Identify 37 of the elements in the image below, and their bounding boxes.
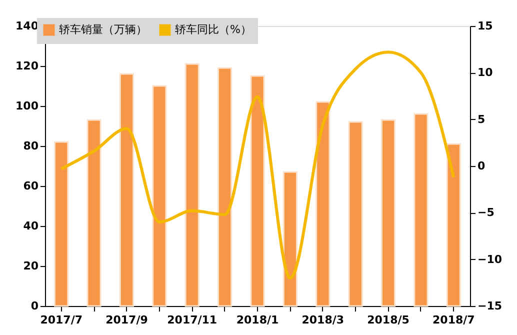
legend-label: 轿车销量（万辆） xyxy=(59,23,147,36)
y-tick-label: 100 xyxy=(16,100,39,112)
y2-tick-label: −15 xyxy=(478,300,502,312)
bar xyxy=(86,119,102,307)
y-tick-label: 120 xyxy=(16,60,39,72)
y2-tick-label: 10 xyxy=(478,66,494,80)
bar xyxy=(348,121,363,307)
y-tick-label: 0 xyxy=(30,300,39,312)
bar xyxy=(414,113,428,307)
y2-tick-label: 5 xyxy=(478,112,486,126)
bar xyxy=(119,73,134,307)
x-tick-label: 2018/3 xyxy=(302,314,344,326)
bar xyxy=(54,141,69,307)
bar xyxy=(152,85,167,307)
y2-tick-label: 0 xyxy=(478,160,486,172)
y-tick-label: 20 xyxy=(23,260,39,272)
bar xyxy=(250,75,265,307)
y-tick-label: 40 xyxy=(23,220,39,232)
x-tick-label: 2018/5 xyxy=(367,314,410,326)
y2-tick-label: −5 xyxy=(478,206,494,220)
x-tick-label: 2017/9 xyxy=(106,314,148,326)
x-tick-label: 2017/7 xyxy=(40,314,82,326)
bar xyxy=(184,63,200,307)
bar xyxy=(316,101,330,307)
y2-tick-label: −10 xyxy=(478,252,502,266)
bar xyxy=(380,119,396,307)
x-tick-label: 2018/7 xyxy=(432,314,475,326)
y2-tick-label: 15 xyxy=(478,20,493,32)
bar xyxy=(218,67,232,307)
y-tick-label: 60 xyxy=(23,180,39,192)
line-series xyxy=(60,50,456,280)
x-tick-label: 2018/1 xyxy=(236,314,279,326)
legend-label: 轿车同比（%） xyxy=(175,23,252,36)
x-tick-label: 2017/11 xyxy=(167,314,218,326)
bar xyxy=(282,171,298,307)
y-tick-label: 80 xyxy=(23,140,39,152)
bar xyxy=(446,143,461,307)
